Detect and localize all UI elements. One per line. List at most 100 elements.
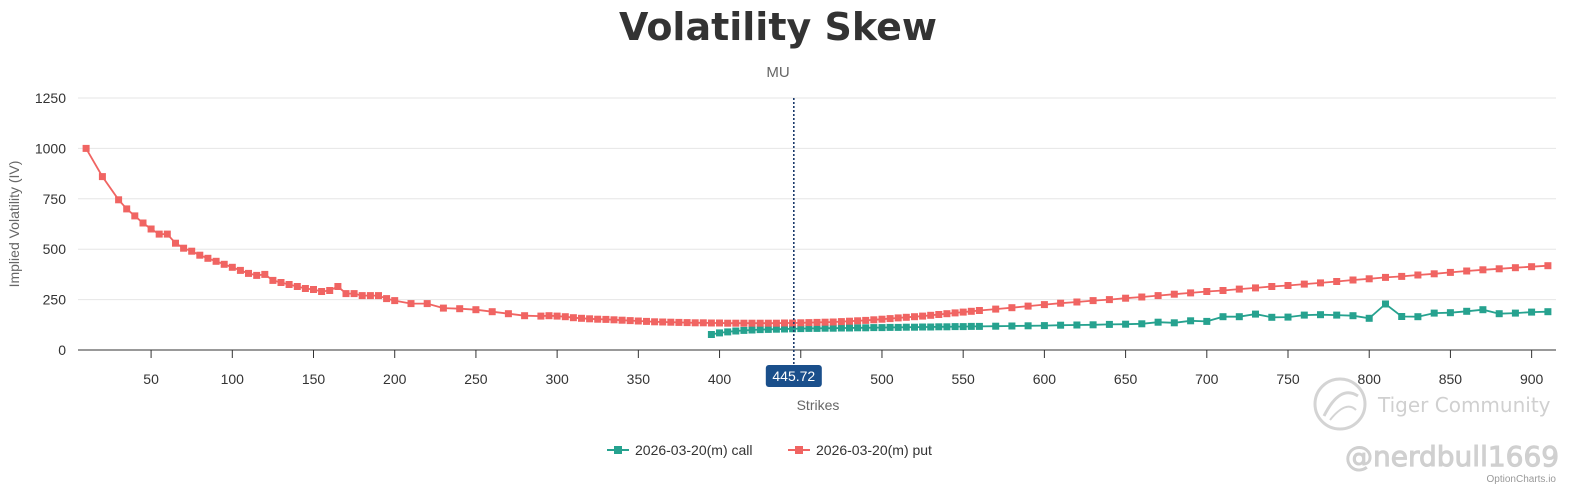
- series-put[interactable]: [82, 144, 1552, 327]
- data-point-put[interactable]: [366, 292, 374, 300]
- data-point-put[interactable]: [886, 315, 894, 323]
- data-point-put[interactable]: [1300, 280, 1308, 288]
- data-point-call[interactable]: [740, 326, 748, 334]
- data-point-call[interactable]: [943, 323, 951, 331]
- data-point-call[interactable]: [829, 324, 837, 332]
- data-point-call[interactable]: [967, 322, 975, 330]
- data-point-call[interactable]: [927, 323, 935, 331]
- series-call[interactable]: [707, 300, 1552, 339]
- data-point-put[interactable]: [1528, 263, 1536, 271]
- data-point-call[interactable]: [1252, 310, 1259, 318]
- data-point-call[interactable]: [951, 323, 959, 331]
- data-point-put[interactable]: [1219, 287, 1227, 294]
- data-point-put[interactable]: [1414, 271, 1422, 279]
- data-point-put[interactable]: [586, 315, 594, 323]
- data-point-put[interactable]: [172, 239, 179, 247]
- data-point-put[interactable]: [1057, 299, 1065, 307]
- data-point-put[interactable]: [594, 315, 602, 323]
- data-point-put[interactable]: [1024, 302, 1032, 310]
- data-point-put[interactable]: [553, 312, 561, 320]
- data-point-put[interactable]: [935, 311, 943, 318]
- data-point-put[interactable]: [1333, 278, 1341, 285]
- data-point-put[interactable]: [1495, 265, 1503, 273]
- data-point-put[interactable]: [472, 306, 480, 314]
- data-point-call[interactable]: [1073, 321, 1081, 329]
- data-point-call[interactable]: [797, 325, 805, 333]
- data-point-call[interactable]: [1382, 300, 1389, 308]
- data-point-put[interactable]: [1073, 298, 1081, 306]
- data-point-call[interactable]: [1138, 320, 1146, 328]
- data-point-put[interactable]: [115, 196, 123, 204]
- data-point-call[interactable]: [1105, 320, 1113, 328]
- data-point-put[interactable]: [667, 318, 675, 326]
- data-point-put[interactable]: [504, 310, 512, 318]
- data-point-call[interactable]: [902, 323, 910, 331]
- data-point-call[interactable]: [1235, 313, 1243, 321]
- data-point-put[interactable]: [423, 300, 431, 308]
- data-point-put[interactable]: [1349, 276, 1357, 284]
- data-point-call[interactable]: [1463, 307, 1471, 315]
- legend[interactable]: 2026-03-20(m) call 2026-03-20(m) put: [607, 442, 932, 458]
- data-point-put[interactable]: [196, 251, 204, 259]
- data-point-put[interactable]: [334, 283, 342, 290]
- data-point-put[interactable]: [155, 230, 163, 238]
- data-point-put[interactable]: [1463, 267, 1471, 275]
- data-point-put[interactable]: [561, 313, 569, 321]
- data-point-put[interactable]: [1479, 266, 1487, 274]
- data-point-put[interactable]: [358, 292, 366, 300]
- data-point-call[interactable]: [1284, 313, 1292, 321]
- data-point-put[interactable]: [204, 254, 212, 262]
- data-point-put[interactable]: [618, 316, 626, 324]
- data-point-call[interactable]: [1544, 308, 1552, 316]
- data-point-put[interactable]: [342, 290, 350, 298]
- data-point-call[interactable]: [1414, 313, 1422, 321]
- data-point-call[interactable]: [837, 324, 845, 332]
- data-point-call[interactable]: [1479, 306, 1487, 314]
- data-point-put[interactable]: [651, 318, 659, 326]
- data-point-put[interactable]: [131, 212, 139, 220]
- data-point-put[interactable]: [1138, 293, 1146, 301]
- data-point-put[interactable]: [180, 244, 188, 252]
- data-point-call[interactable]: [764, 325, 772, 333]
- data-point-put[interactable]: [1284, 282, 1292, 289]
- data-point-call[interactable]: [1008, 322, 1016, 330]
- data-point-put[interactable]: [1170, 290, 1178, 298]
- data-point-put[interactable]: [772, 319, 780, 327]
- data-point-put[interactable]: [740, 319, 748, 327]
- data-point-put[interactable]: [1365, 275, 1373, 283]
- data-point-call[interactable]: [732, 327, 740, 335]
- data-point-put[interactable]: [943, 310, 951, 318]
- data-point-put[interactable]: [301, 285, 309, 292]
- data-point-put[interactable]: [691, 319, 699, 327]
- data-point-put[interactable]: [846, 317, 853, 325]
- data-point-put[interactable]: [683, 319, 691, 327]
- data-point-call[interactable]: [870, 324, 878, 332]
- data-point-call[interactable]: [919, 323, 927, 331]
- data-point-call[interactable]: [1170, 319, 1178, 327]
- data-point-put[interactable]: [699, 319, 707, 327]
- data-point-put[interactable]: [537, 312, 545, 320]
- data-point-put[interactable]: [1122, 294, 1130, 302]
- data-point-call[interactable]: [821, 324, 829, 332]
- data-point-call[interactable]: [1040, 322, 1048, 330]
- data-point-call[interactable]: [1528, 308, 1536, 316]
- data-point-put[interactable]: [643, 317, 650, 325]
- data-point-call[interactable]: [1398, 313, 1406, 320]
- data-point-put[interactable]: [724, 319, 732, 327]
- data-point-put[interactable]: [781, 319, 788, 327]
- data-point-put[interactable]: [545, 312, 553, 320]
- data-point-call[interactable]: [716, 329, 723, 337]
- data-point-put[interactable]: [261, 270, 269, 278]
- data-point-put[interactable]: [967, 307, 975, 315]
- data-point-call[interactable]: [992, 322, 1000, 330]
- data-point-put[interactable]: [602, 315, 610, 323]
- data-point-call[interactable]: [772, 325, 780, 333]
- data-point-call[interactable]: [862, 324, 870, 332]
- data-point-put[interactable]: [821, 318, 829, 326]
- data-point-call[interactable]: [1219, 313, 1227, 321]
- data-point-put[interactable]: [634, 317, 642, 325]
- data-point-put[interactable]: [902, 313, 910, 321]
- data-point-call[interactable]: [724, 328, 732, 336]
- data-point-call[interactable]: [886, 323, 894, 331]
- data-point-put[interactable]: [188, 247, 196, 255]
